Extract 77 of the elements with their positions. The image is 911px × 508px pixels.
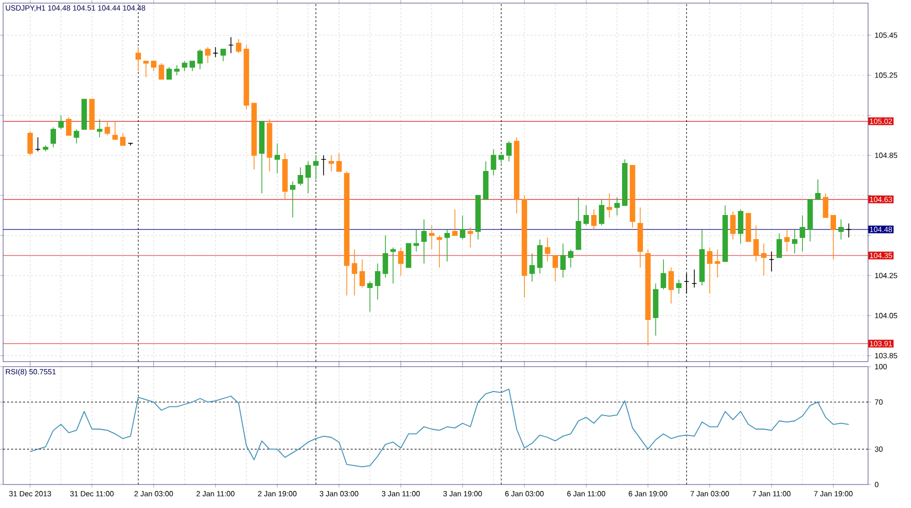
candlestick: [421, 218, 427, 264]
candlestick: [382, 234, 388, 278]
candlestick: [506, 140, 512, 162]
candlestick: [830, 214, 836, 260]
candlestick: [120, 132, 126, 146]
candlestick: [776, 232, 782, 258]
candlestick: [614, 196, 620, 216]
candlestick: [468, 226, 474, 248]
candlestick: [66, 116, 72, 136]
candlestick: [320, 154, 326, 176]
candlestick: [374, 262, 380, 300]
candlestick: [336, 152, 342, 172]
candlestick: [174, 64, 180, 76]
candlestick: [182, 60, 188, 72]
candlestick: [313, 154, 319, 180]
candlestick: [568, 248, 574, 268]
candlestick: [761, 242, 767, 276]
candlestick: [537, 238, 543, 274]
candlestick: [197, 48, 203, 70]
candlestick: [529, 252, 535, 282]
candlestick: [166, 66, 172, 80]
candlestick: [112, 120, 118, 140]
candlestick: [460, 214, 466, 240]
candlestick: [35, 136, 41, 152]
candlestick: [74, 128, 80, 144]
candlestick: [436, 234, 442, 268]
candlestick: [367, 280, 373, 312]
candlestick: [236, 38, 242, 54]
candlestick: [606, 192, 612, 218]
candlestick: [768, 250, 774, 272]
candlestick: [660, 258, 666, 290]
candlestick: [714, 248, 720, 278]
candlestick: [846, 222, 852, 238]
candlestick: [583, 204, 589, 226]
candlestick: [753, 224, 759, 262]
candlestick: [360, 258, 365, 288]
candlestick: [800, 214, 806, 252]
candlestick: [815, 178, 821, 200]
candlestick: [414, 228, 419, 252]
candlestick: [205, 46, 210, 64]
candlestick: [136, 46, 141, 72]
candlestick: [560, 242, 566, 278]
candlestick: [228, 36, 234, 54]
candlestick: [290, 180, 296, 218]
candlestick: [668, 266, 674, 304]
candlestick: [591, 208, 597, 230]
candlestick: [328, 154, 334, 172]
candlestick: [429, 224, 434, 250]
candlestick: [838, 218, 844, 240]
candlestick: [676, 278, 682, 294]
candlestick: [104, 120, 110, 136]
candlestick: [298, 166, 304, 186]
candlestick: [220, 48, 226, 62]
candlestick: [490, 148, 496, 176]
candlestick: [552, 254, 558, 282]
candlestick: [784, 228, 790, 252]
candlestick: [822, 192, 828, 218]
candlestick: [212, 46, 218, 58]
candlestick: [352, 248, 358, 296]
candlestick: [544, 236, 550, 262]
candlestick: [128, 142, 134, 146]
candlestick: [274, 142, 280, 174]
candlestick: [707, 246, 712, 294]
candlestick: [96, 118, 102, 138]
candlestick: [305, 160, 311, 194]
candlestick: [50, 126, 56, 148]
candlestick: [692, 268, 698, 288]
candlestick: [27, 130, 33, 156]
candlestick: [390, 246, 396, 284]
candlestick: [730, 210, 736, 240]
candlestick: [444, 228, 450, 262]
candlestick: [452, 208, 458, 236]
candlestick: [398, 246, 404, 276]
candlestick: [738, 208, 744, 244]
candlestick: [598, 198, 604, 226]
candlestick: [792, 228, 798, 254]
candlestick: [158, 62, 164, 80]
